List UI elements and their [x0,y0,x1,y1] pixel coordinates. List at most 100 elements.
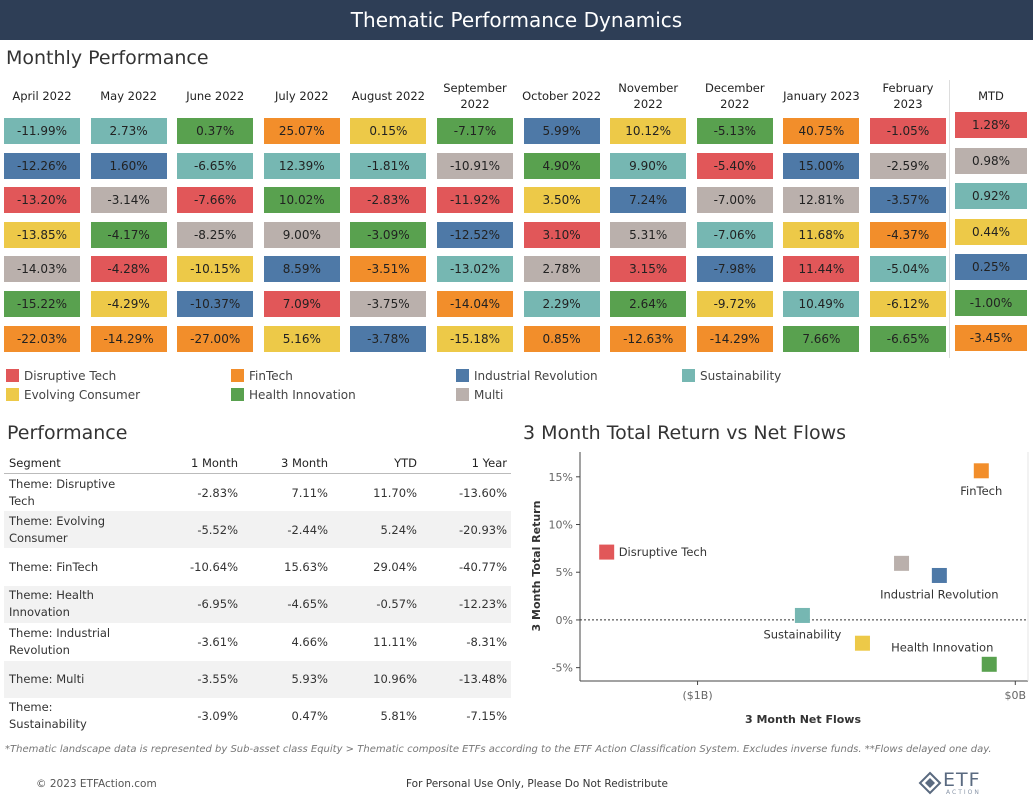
table-row-bg [4,585,511,623]
table-cell: 10.96% [373,672,417,686]
heat-cell: -14.03% [4,256,80,283]
table-cell: 15.63% [284,560,328,575]
heat-cell: 2.29% [523,291,600,317]
table-cell: -7.15% [466,709,507,724]
heat-cell: 10.02% [263,187,340,214]
table-cell: 0.47% [291,709,328,724]
heat-cell: -10.15% [177,256,254,283]
heat-cell: -13.85% [4,221,80,248]
heat-cell: -4.17% [90,221,167,248]
heat-cell: 0.85% [523,325,600,352]
table-cell: -8.31% [466,634,507,649]
month-header: January 2023 [783,89,860,103]
table-header: YTD [394,456,417,470]
table-cell: -2.83% [197,485,238,500]
table-cell: Theme: FinTech [9,559,99,574]
logo-text: ETF [943,769,981,791]
point-label: Sustainability [763,627,841,641]
table-rule [4,473,511,474]
heat-cell: -10.91% [437,152,513,179]
heat-cell: -12.52% [437,221,513,248]
heat-cell: -3.75% [350,291,427,317]
heat-cell: 4.90% [523,152,600,179]
heat-cell: 0.15% [350,118,427,144]
heat-cell: -1.00% [955,289,1027,316]
legend-label: FinTech [249,369,293,383]
heat-cell: -7.00% [696,187,773,214]
legend-label: Multi [474,388,504,402]
table-cell: Theme: Industrial Revolution [9,625,111,657]
table-cell: Theme: Multi [9,671,85,686]
heat-cell: 2.73% [90,118,167,144]
heat-cell: 0.44% [955,218,1027,245]
heat-cell: -7.06% [696,221,773,248]
heat-cell: -14.29% [696,325,773,352]
heat-cell: -3.14% [90,187,167,214]
heat-cell: 2.78% [523,256,600,283]
table-cell: 7.11% [291,485,328,500]
table-cell: -5.52% [197,522,238,537]
heat-cell: 9.00% [263,221,340,248]
table-cell: Theme: Health Innovation [9,588,94,620]
heat-cell: 11.68% [783,221,860,248]
divider [949,80,950,358]
table-cell: -3.09% [197,709,238,724]
heat-cell: 25.07% [263,118,340,144]
heat-cell: -7.66% [177,187,254,214]
heat-cell: -13.20% [4,187,80,214]
heat-cell: 9.90% [610,152,687,179]
heat-cell: -14.29% [90,325,167,352]
heat-cell: -4.29% [90,291,167,317]
point-label: FinTech [960,484,1002,498]
point-label: Health Innovation [891,640,993,654]
heat-cell: 0.98% [955,147,1027,174]
heat-cell: -4.28% [90,256,167,283]
heat-cell: -10.37% [177,291,254,317]
scatter-point [854,635,870,651]
legend-label: Industrial Revolution [474,369,598,383]
heat-cell: 12.81% [783,187,860,214]
y-tick-label: 5% [556,566,573,579]
table-cell: -40.77% [459,560,507,575]
table-cell: Theme: Sustainability [9,700,87,732]
heat-cell: -4.37% [870,221,946,248]
table-header: 1 Year [471,456,507,470]
table-cell: -2.44% [287,522,328,537]
legend-label: Evolving Consumer [24,388,141,402]
scatter-point [973,463,989,479]
heat-cell: -6.12% [870,291,946,317]
heat-cell: -9.72% [696,291,773,317]
heat-cell: -3.51% [350,256,427,283]
heat-cell: -3.09% [350,221,427,248]
heat-cell: -11.92% [437,187,513,214]
table-cell: -3.55% [197,672,238,686]
heat-cell: -11.99% [4,118,80,144]
heat-cell: 5.31% [610,221,687,248]
heat-cell: 2.64% [610,291,687,317]
scatter-point [981,656,997,672]
y-tick-label: 0% [556,614,573,627]
heat-cell: -8.25% [177,221,254,248]
scatter-point [794,607,810,623]
table-cell: -12.23% [459,597,507,612]
table-header: Segment [9,456,61,470]
heat-cell: 0.92% [955,183,1027,209]
heat-cell: -3.57% [870,187,946,214]
scatter-point [931,567,947,583]
heat-cell: -3.45% [955,325,1027,351]
y-tick-label: -5% [552,662,573,675]
legend-swatch [231,388,244,401]
month-header: June 2022 [186,89,245,103]
table-cell: -13.48% [459,672,507,686]
footnote: *Thematic landscape data is represented … [5,744,992,755]
scatter-point [599,544,615,560]
x-tick-label: ($1B) [682,689,712,702]
heat-cell: 0.37% [177,118,254,144]
heat-cell: 1.60% [90,152,167,179]
heat-cell: 8.59% [263,256,340,283]
month-header: December 2022 [704,81,765,111]
heat-cell: -12.63% [610,325,687,352]
heat-cell: -27.00% [177,325,254,352]
